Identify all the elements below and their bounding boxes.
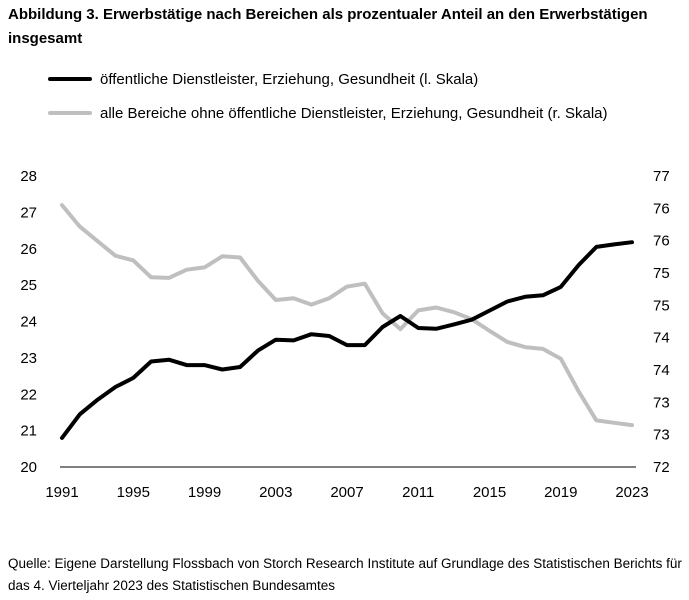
y-right-tick-label: 76: [653, 200, 670, 217]
y-right-tick-label: 75: [653, 265, 670, 282]
x-tick-label: 2015: [473, 484, 506, 501]
x-tick-label: 2011: [402, 484, 434, 501]
x-tick-label: 2003: [259, 484, 292, 501]
legend-item-other-sectors: alle Bereiche ohne öffentliche Dienstlei…: [48, 101, 608, 125]
y-right-tick-label: 75: [653, 297, 670, 314]
x-tick-label: 2019: [544, 484, 577, 501]
y-right-tick-label: 76: [653, 233, 670, 250]
legend-swatch-black: [48, 77, 92, 81]
line-chart: 20 21 22 23 24 25 26 27 28 72 73 73 74 74 75 75 76 76 77 19…: [20, 168, 670, 501]
y-right-tick-label: 74: [653, 362, 670, 379]
y-right-tick-label: 73: [653, 427, 670, 444]
x-tick-label: 1995: [117, 484, 150, 501]
x-tick-label: 2007: [330, 484, 363, 501]
y-right-tick-label: 72: [653, 459, 670, 476]
y-left-tick-label: 26: [20, 241, 37, 258]
chart-title: Abbildung 3. Erwerbstätige nach Bereiche…: [8, 6, 648, 47]
series-line-other-sectors: [60, 203, 634, 428]
legend-label: öffentliche Dienstleister, Erziehung, Ge…: [100, 70, 479, 88]
y-left-tick-label: 28: [20, 168, 37, 185]
legend-label: alle Bereiche ohne öffentliche Dienstlei…: [100, 104, 608, 122]
y-left-tick-label: 25: [20, 277, 37, 294]
y-left-tick-label: 20: [20, 459, 37, 476]
y-left-tick-label: 23: [20, 350, 37, 367]
y-left-tick-label: 22: [20, 386, 37, 403]
y-left-tick-label: 27: [20, 204, 37, 221]
x-tick-label: 1991: [45, 484, 78, 501]
legend-swatch-gray: [48, 111, 92, 115]
y-right-tick-label: 77: [653, 168, 670, 185]
series-line-public-services: [60, 240, 634, 440]
y-left-tick-label: 24: [20, 314, 37, 331]
source-note: Quelle: Eigene Darstellung Flossbach von…: [8, 556, 682, 593]
legend-item-public-services: öffentliche Dienstleister, Erziehung, Ge…: [48, 67, 478, 91]
y-right-tick-label: 73: [653, 394, 670, 411]
y-left-tick-label: 21: [20, 423, 37, 440]
x-tick-label: 1999: [188, 484, 221, 501]
x-tick-label: 2023: [615, 484, 648, 501]
y-right-tick-label: 74: [653, 330, 670, 347]
